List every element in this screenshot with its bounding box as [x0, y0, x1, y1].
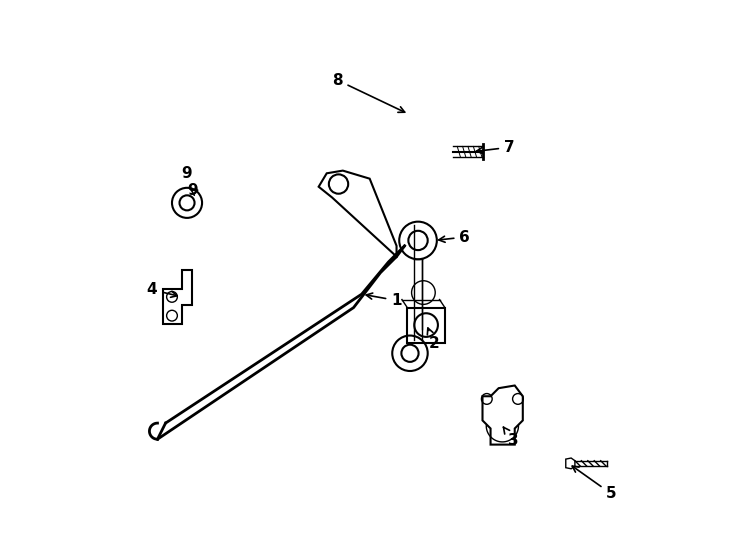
Text: 5: 5 [573, 466, 617, 501]
Text: 4: 4 [147, 282, 177, 298]
Text: 9: 9 [187, 183, 197, 198]
Text: 7: 7 [476, 140, 515, 155]
Text: 9: 9 [182, 166, 192, 181]
Text: 1: 1 [366, 293, 401, 308]
Text: 3: 3 [504, 427, 518, 448]
Text: 8: 8 [332, 73, 404, 112]
Text: 2: 2 [427, 328, 440, 351]
Text: 6: 6 [439, 230, 470, 245]
